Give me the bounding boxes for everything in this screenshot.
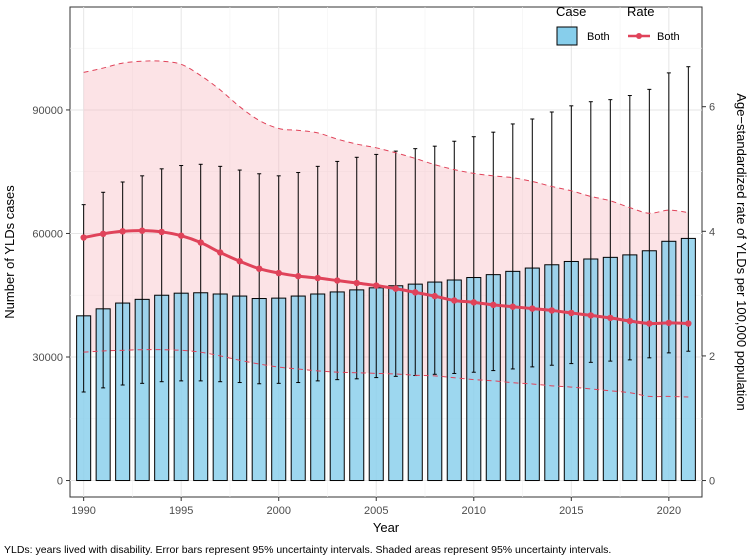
- y-axis-right-title: Age−standardized rate of YLDs per 100,00…: [734, 93, 747, 410]
- legend-rate-title: Rate: [627, 4, 654, 19]
- x-tick-label: 2005: [364, 505, 388, 517]
- rate-point: [373, 282, 380, 289]
- rate-point: [568, 309, 575, 317]
- rate-point: [197, 239, 204, 246]
- y-left-tick-label: 60000: [32, 228, 63, 240]
- rate-line: [80, 60, 692, 398]
- x-tick-label: 1990: [71, 505, 95, 517]
- x-tick-label: 2020: [657, 505, 681, 517]
- x-tick-label: 2010: [462, 505, 486, 517]
- rate-point: [392, 285, 399, 292]
- rate-point: [685, 320, 692, 327]
- caption: YLDs: years lived with disability. Error…: [4, 544, 611, 556]
- rate-point: [158, 228, 165, 236]
- legend-rate-point: [636, 33, 642, 39]
- x-tick-label: 1995: [169, 505, 193, 517]
- legend: Case Both Rate Both: [556, 4, 680, 46]
- rate-point: [314, 274, 321, 282]
- rate-point: [275, 269, 282, 277]
- rate-point: [587, 312, 595, 319]
- rate-point: [353, 279, 360, 287]
- rate-point: [412, 289, 419, 296]
- rate-point: [529, 305, 536, 312]
- rate-point: [216, 249, 224, 256]
- rate-point: [99, 230, 107, 237]
- axes: 1990 1995 2000 2005 2010 2015 2020 0 30000 60000 9…: [32, 102, 715, 517]
- y-axis-left-title: Number of YLDs cases: [2, 185, 17, 319]
- rate-point: [80, 234, 87, 241]
- y-left-tick-label: 0: [57, 476, 63, 488]
- y-left-tick-label: 90000: [32, 105, 63, 117]
- case-error-bars: [81, 66, 691, 393]
- rate-point: [490, 301, 497, 309]
- legend-case-label: Both: [587, 31, 610, 43]
- rate-lower-bound: [83, 349, 689, 398]
- y-right-tick-label: 6: [709, 102, 715, 114]
- rate-point: [431, 292, 438, 300]
- rate-point: [334, 277, 341, 284]
- rate-point: [548, 307, 556, 314]
- rate-point: [509, 303, 516, 310]
- x-tick-label: 2000: [266, 505, 290, 517]
- rate-point: [470, 299, 477, 306]
- rate-point: [236, 258, 243, 265]
- rate-point: [119, 228, 126, 235]
- rate-point: [626, 317, 634, 325]
- rate-point: [665, 319, 673, 327]
- legend-rate-label: Both: [657, 31, 680, 43]
- rate-point: [607, 314, 614, 322]
- rate-point: [295, 272, 302, 280]
- rate-point: [646, 320, 653, 327]
- x-axis-title: Year: [373, 520, 400, 535]
- y-right-tick-label: 0: [709, 476, 715, 488]
- rate-point: [177, 232, 185, 239]
- rate-point: [138, 227, 146, 234]
- rate-upper-bound: [83, 60, 689, 214]
- y-left-tick-label: 30000: [32, 352, 63, 364]
- legend-case-swatch: [556, 26, 578, 46]
- rate-point: [256, 265, 263, 272]
- rate-point: [451, 297, 458, 304]
- y-right-tick-label: 2: [709, 351, 715, 363]
- legend-case-title: Case: [556, 4, 586, 19]
- x-tick-label: 2015: [559, 505, 583, 517]
- y-right-tick-label: 4: [709, 226, 715, 238]
